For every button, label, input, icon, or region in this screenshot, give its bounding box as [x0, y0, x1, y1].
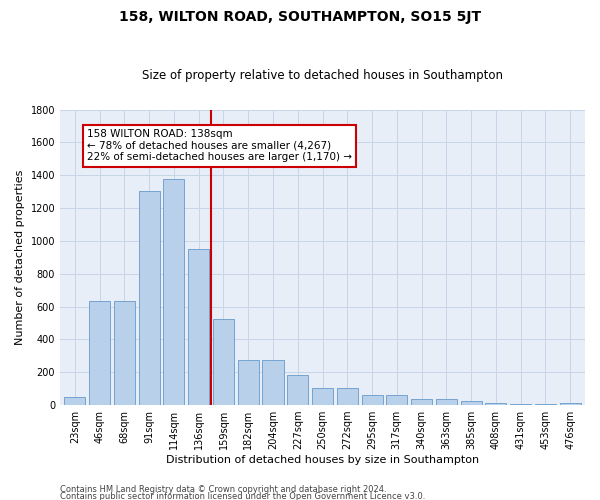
Bar — [535, 404, 556, 405]
Bar — [64, 397, 85, 405]
Text: 158 WILTON ROAD: 138sqm
← 78% of detached houses are smaller (4,267)
22% of semi: 158 WILTON ROAD: 138sqm ← 78% of detache… — [87, 130, 352, 162]
Text: 158, WILTON ROAD, SOUTHAMPTON, SO15 5JT: 158, WILTON ROAD, SOUTHAMPTON, SO15 5JT — [119, 10, 481, 24]
Bar — [362, 395, 383, 405]
Y-axis label: Number of detached properties: Number of detached properties — [15, 170, 25, 345]
Bar — [139, 191, 160, 405]
Bar — [485, 402, 506, 405]
Bar — [188, 249, 209, 405]
Bar — [386, 395, 407, 405]
Bar — [213, 319, 234, 405]
Text: Contains HM Land Registry data © Crown copyright and database right 2024.: Contains HM Land Registry data © Crown c… — [60, 486, 386, 494]
X-axis label: Distribution of detached houses by size in Southampton: Distribution of detached houses by size … — [166, 455, 479, 465]
Bar — [510, 404, 531, 405]
Bar — [312, 388, 333, 405]
Text: Contains public sector information licensed under the Open Government Licence v3: Contains public sector information licen… — [60, 492, 425, 500]
Bar — [238, 360, 259, 405]
Bar — [337, 388, 358, 405]
Bar — [262, 360, 284, 405]
Title: Size of property relative to detached houses in Southampton: Size of property relative to detached ho… — [142, 69, 503, 82]
Bar — [436, 400, 457, 405]
Bar — [114, 301, 135, 405]
Bar — [287, 374, 308, 405]
Bar — [89, 301, 110, 405]
Bar — [411, 400, 432, 405]
Bar — [461, 401, 482, 405]
Bar — [163, 178, 184, 405]
Bar — [560, 402, 581, 405]
